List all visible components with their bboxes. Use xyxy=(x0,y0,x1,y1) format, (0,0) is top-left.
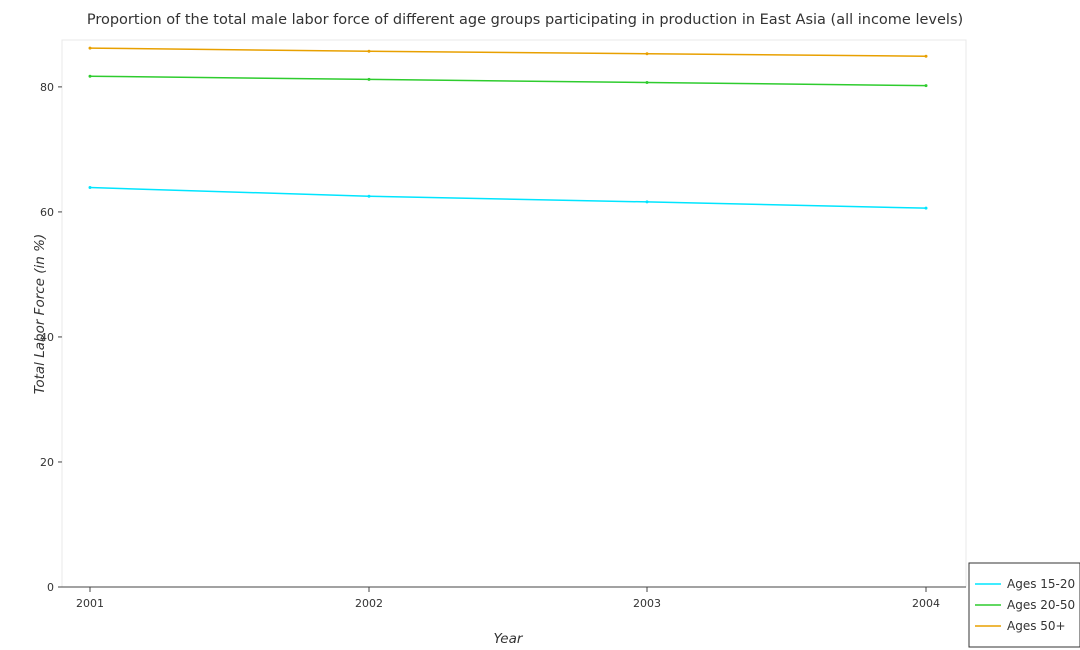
y-tick-label: 40 xyxy=(40,331,54,344)
data-point xyxy=(645,200,649,204)
x-tick-label: 2001 xyxy=(76,597,104,610)
legend-label: Ages 50+ xyxy=(1007,619,1066,633)
data-point xyxy=(645,81,649,85)
data-point xyxy=(924,54,928,58)
y-axis-ticks: 0 20 40 60 80 xyxy=(40,81,62,594)
data-point xyxy=(367,49,371,53)
chart-title: Proportion of the total male labor force… xyxy=(87,12,963,28)
y-tick-label: 20 xyxy=(40,456,54,469)
data-point xyxy=(645,52,649,56)
legend-label: Ages 20-50 xyxy=(1007,598,1075,612)
plot-area xyxy=(61,39,967,588)
data-point xyxy=(367,194,371,198)
data-point xyxy=(924,206,928,210)
y-axis-label: Total Labor Force (in %) xyxy=(32,234,48,394)
x-axis-label: Year xyxy=(494,631,524,647)
series-line-1 xyxy=(89,75,927,87)
data-point xyxy=(88,186,92,190)
series-line-0 xyxy=(89,186,927,209)
legend: Ages 15-20 Ages 20-50 Ages 50+ xyxy=(968,562,1080,648)
legend-label: Ages 15-20 xyxy=(1007,577,1075,591)
series-layer xyxy=(88,46,928,210)
x-axis-ticks: 2001 2002 2003 2004 xyxy=(76,587,940,610)
y-tick-label: 60 xyxy=(40,206,54,219)
x-tick-label: 2004 xyxy=(912,597,940,610)
y-tick-label: 80 xyxy=(40,81,54,94)
y-tick-label: 0 xyxy=(47,581,54,594)
x-tick-label: 2002 xyxy=(355,597,383,610)
series-line-2 xyxy=(89,47,927,58)
data-point xyxy=(88,74,92,78)
data-point xyxy=(88,46,92,50)
data-point xyxy=(924,84,928,88)
legend-box xyxy=(968,562,1080,648)
x-tick-label: 2003 xyxy=(633,597,661,610)
data-point xyxy=(367,77,371,81)
